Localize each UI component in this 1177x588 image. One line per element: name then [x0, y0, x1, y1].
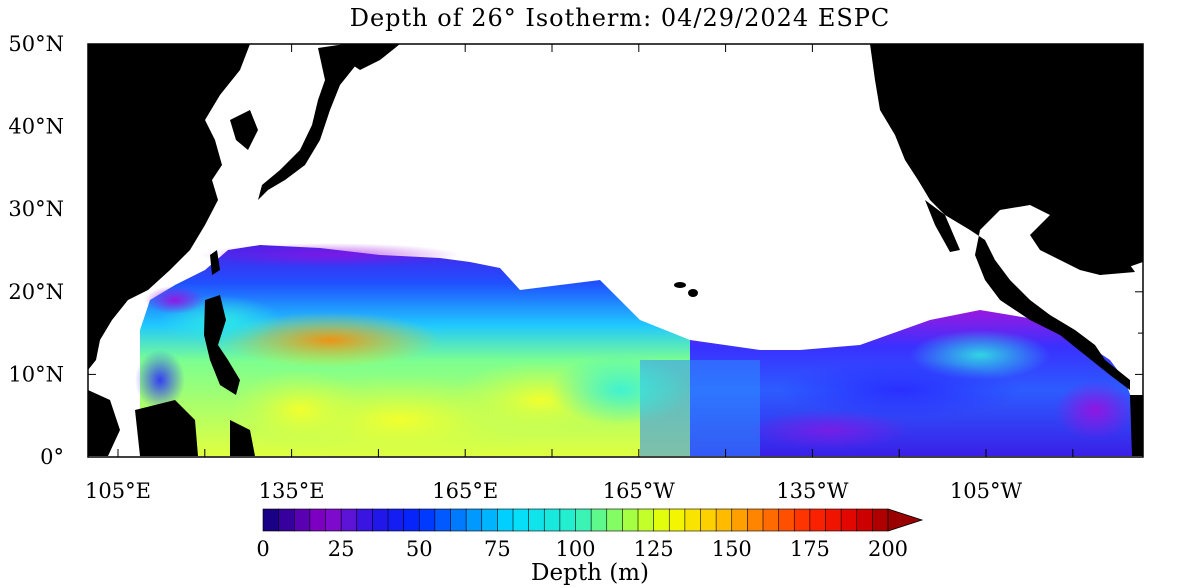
colorbar-bin: [450, 508, 467, 532]
colorbar-bin: [309, 508, 327, 532]
colorbar-bin: [637, 508, 655, 532]
colorbar-bin: [387, 508, 405, 532]
colorbar-tick-label: 100: [555, 537, 595, 561]
colorbar-bin: [528, 508, 545, 532]
land-masses: [88, 44, 1143, 456]
colorbar-tick-label: 50: [406, 537, 433, 561]
colorbar-bin: [293, 508, 311, 532]
colorbar-tick-label: 200: [868, 537, 908, 561]
colorbar-bin: [575, 508, 592, 532]
colorbar-bin: [715, 508, 733, 532]
colorbar-extend-arrow: [887, 508, 924, 532]
colorbar-bin: [653, 508, 670, 532]
colorbar-bin: [372, 508, 389, 532]
map-title: Depth of 26° Isotherm: 04/29/2024 ESPC: [349, 4, 891, 32]
colorbar-bin: [668, 508, 686, 532]
colorbar-bin: [778, 508, 795, 532]
colorbar-tick-label: 0: [256, 537, 269, 561]
colorbar-bin: [700, 508, 717, 532]
lon-label: 165°W: [603, 479, 676, 503]
colorbar-bin: [543, 508, 561, 532]
colorbar-title: Depth (m): [531, 560, 649, 586]
colorbar-tick-label: 125: [634, 537, 674, 561]
colorbar-bin: [762, 508, 780, 532]
longitude-labels: 105°E 135°E 165°E 165°W 135°W 105°W: [85, 479, 1022, 503]
colorbar-bin: [278, 508, 295, 532]
colorbar-tick-label: 175: [790, 537, 830, 561]
colorbar-bin: [793, 508, 811, 532]
colorbar-bin: [512, 508, 530, 532]
axis-ticks: [88, 43, 1143, 458]
lon-label: 105°E: [85, 479, 151, 503]
colorbar-bin: [356, 508, 373, 532]
colorbar-bin: [340, 508, 358, 532]
colorbar-tick-label: 25: [328, 537, 355, 561]
colorbar-bin: [856, 508, 873, 532]
colorbar-bin: [825, 508, 842, 532]
colorbar-bin: [606, 508, 623, 532]
lon-label: 105°W: [950, 479, 1023, 503]
colorbar-bin: [840, 508, 858, 532]
colorbar-tick-label: 150: [712, 537, 752, 561]
colorbar-bin: [262, 508, 280, 532]
colorbar-bin: [731, 508, 748, 532]
colorbar-bin: [481, 508, 498, 532]
lon-label: 135°E: [259, 479, 325, 503]
colorbar-bin: [622, 508, 639, 532]
colorbar-labels: 0 25 50 75 100 125 150 175 200: [256, 537, 908, 561]
colorbar-bin: [497, 508, 514, 532]
colorbar-bin: [872, 508, 889, 532]
colorbar-tick-label: 75: [484, 537, 511, 561]
lat-label: 30°N: [8, 197, 64, 221]
colorbar-bin: [434, 508, 452, 532]
colorbar-bin: [403, 508, 420, 532]
colorbar-bin: [325, 508, 342, 532]
colorbar-bin: [465, 508, 483, 532]
colorbar-bin: [747, 508, 764, 532]
colorbar-bin: [559, 508, 577, 532]
lat-label: 20°N: [8, 280, 64, 304]
colorbar-bin: [809, 508, 827, 532]
latitude-labels: 50°N 40°N 30°N 20°N 10°N 0°: [8, 32, 64, 469]
lat-label: 40°N: [8, 115, 64, 139]
colorbar-bin: [418, 508, 436, 532]
colorbar-bin: [590, 508, 608, 532]
colorbar: [262, 508, 924, 532]
lat-label: 10°N: [8, 362, 64, 386]
lat-label: 0°: [40, 445, 64, 469]
colorbar-bin: [684, 508, 702, 532]
lat-label: 50°N: [8, 32, 64, 56]
lon-label: 165°E: [432, 479, 498, 503]
lon-label: 135°W: [776, 479, 849, 503]
